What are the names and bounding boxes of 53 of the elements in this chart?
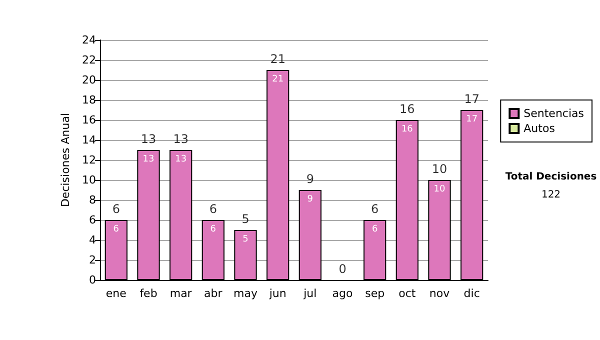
total-label: 6 bbox=[209, 202, 217, 216]
y-tick-label: 18 bbox=[82, 94, 96, 106]
data-label: 5 bbox=[242, 234, 248, 244]
x-tick-label: mar bbox=[170, 287, 192, 300]
total-label: 21 bbox=[270, 52, 286, 66]
total-label: 13 bbox=[173, 132, 188, 146]
data-label: 9 bbox=[307, 194, 314, 204]
data-label: 10 bbox=[434, 184, 446, 194]
y-tick-label: 0 bbox=[89, 274, 96, 286]
data-label: 13 bbox=[142, 154, 154, 164]
text: Total Decisiones bbox=[505, 172, 597, 182]
total-label: 13 bbox=[140, 132, 156, 146]
x-tick-label: feb bbox=[140, 287, 158, 300]
y-tick-label: 8 bbox=[89, 194, 96, 206]
y-tick-label: 10 bbox=[82, 174, 96, 186]
data-label: 21 bbox=[272, 74, 284, 84]
total-label: 6 bbox=[112, 202, 120, 216]
y-tick-label: 16 bbox=[82, 114, 96, 126]
x-tick-label: dic bbox=[464, 287, 480, 300]
x-tick-label: jul bbox=[302, 287, 317, 300]
x-tick-label: nov bbox=[429, 287, 450, 300]
total-label: 16 bbox=[400, 102, 415, 116]
y-tick-label: 12 bbox=[82, 154, 96, 166]
y-tick-label: 22 bbox=[82, 54, 96, 66]
y-tick-label: 24 bbox=[82, 34, 96, 46]
x-tick-label: abr bbox=[204, 287, 223, 300]
x-tick-label: ene bbox=[106, 287, 127, 300]
y-tick-label: 14 bbox=[82, 134, 96, 146]
text: 122 bbox=[541, 190, 561, 200]
x-tick-label: sep bbox=[365, 287, 385, 300]
x-tick-label: jun bbox=[268, 287, 286, 300]
y-axis-title: Decisiones Anual bbox=[59, 112, 72, 208]
data-label: 13 bbox=[175, 154, 187, 164]
total-label: 6 bbox=[371, 202, 379, 216]
data-label: 6 bbox=[210, 224, 216, 234]
y-tick-label: 2 bbox=[89, 254, 96, 266]
data-label: 17 bbox=[466, 114, 478, 124]
data-label: 6 bbox=[372, 224, 378, 234]
x-tick-label: may bbox=[234, 287, 258, 300]
y-tick-label: 4 bbox=[89, 234, 96, 246]
y-tick-label: 6 bbox=[89, 214, 96, 226]
x-tick-label: oct bbox=[398, 287, 416, 300]
legend-label: Autos bbox=[524, 122, 556, 135]
total-label: 10 bbox=[432, 162, 448, 176]
data-label: 16 bbox=[401, 124, 414, 134]
total-label: 17 bbox=[464, 92, 480, 106]
data-label: 6 bbox=[113, 224, 120, 234]
total-label: 9 bbox=[306, 172, 314, 186]
legend-label: Sentencias bbox=[524, 107, 584, 120]
y-tick-label: 20 bbox=[82, 74, 96, 86]
x-tick-label: ago bbox=[332, 287, 353, 300]
total-label: 0 bbox=[338, 262, 346, 276]
total-label: 5 bbox=[242, 212, 250, 226]
